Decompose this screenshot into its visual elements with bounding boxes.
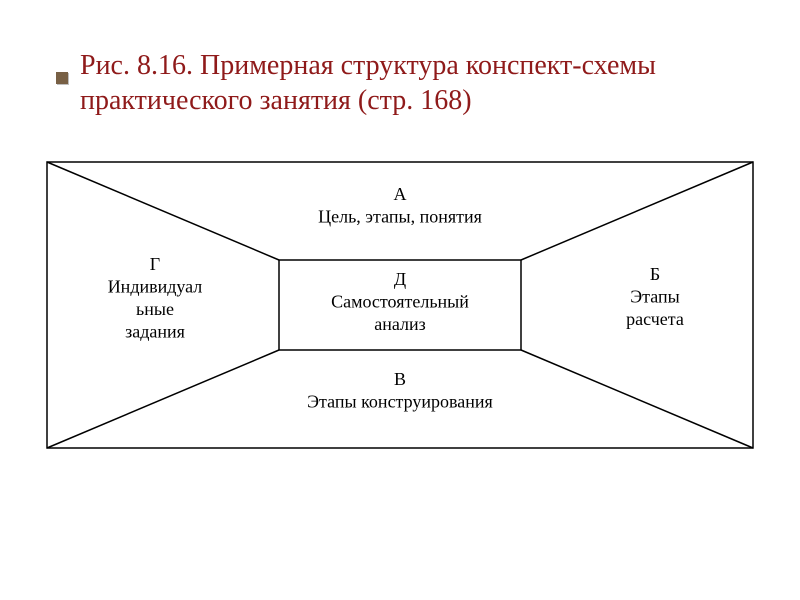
svg-text:задания: задания [125, 322, 185, 342]
svg-text:Этапы конструирования: Этапы конструирования [307, 392, 493, 412]
slide-title: Рис. 8.16. Примерная структура конспект-… [80, 48, 720, 118]
diagram-svg: А Цель, этапы, понятия В Этапы конструирова… [45, 160, 755, 450]
svg-text:анализ: анализ [374, 314, 426, 334]
svg-text:расчета: расчета [626, 309, 684, 329]
title-bullet [56, 72, 68, 84]
svg-text:В: В [394, 369, 406, 389]
svg-text:Б: Б [650, 264, 660, 284]
svg-text:Г: Г [150, 254, 160, 274]
svg-text:А: А [394, 184, 407, 204]
slide: Рис. 8.16. Примерная структура конспект-… [0, 0, 800, 600]
svg-text:Самостоятельный: Самостоятельный [331, 292, 469, 312]
svg-text:ьные: ьные [136, 299, 174, 319]
svg-text:Цель, этапы, понятия: Цель, этапы, понятия [318, 207, 482, 227]
svg-text:Этапы: Этапы [630, 287, 679, 307]
svg-text:Д: Д [394, 269, 406, 289]
diagram: А Цель, этапы, понятия В Этапы конструирова… [45, 160, 755, 450]
svg-text:Индивидуал: Индивидуал [108, 277, 203, 297]
